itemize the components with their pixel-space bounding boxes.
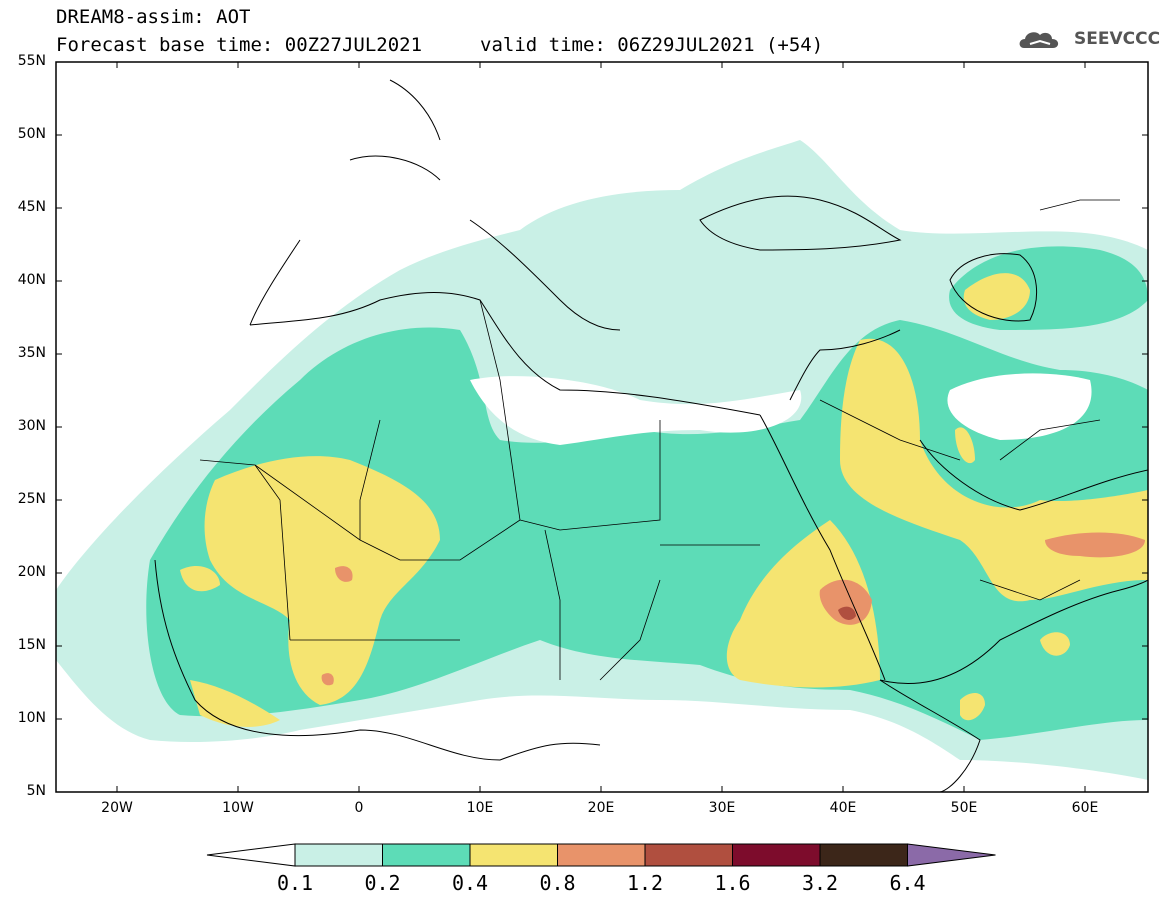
aot-shade-0.8-eritrea [819,579,872,625]
lat-label: 35N [17,345,46,361]
map-title: DREAM8-assim: AOT [56,6,251,28]
colorbar-segment [382,843,471,867]
axis-ticks [56,62,1148,792]
lon-label: 10W [222,800,254,816]
logo-text: SEEVCCC [1074,29,1161,49]
lat-label: 45N [17,199,46,215]
aot-clean-arabian [947,373,1092,440]
lon-label: 0 [354,800,364,816]
aot-shade-0.8-yemen [1045,532,1145,558]
lat-label: 40N [17,272,46,288]
valid-time: valid time: 06Z29JUL2021 (+54) [480,34,824,56]
colorbar-segment [819,843,908,867]
lat-label: 30N [17,418,46,434]
lon-label: 10E [466,800,494,816]
lat-label: 20N [17,564,46,580]
aot-shade-0.8-niger [335,566,353,582]
aot-colorbar [206,843,996,867]
aot-shade-0.4-caspian [963,273,1030,320]
coastlines [154,79,1148,792]
aot-shade-0.4-mauritania [180,565,220,592]
colorbar-label: 6.4 [889,871,926,895]
lon-label: 60E [1071,800,1099,816]
lat-label: 25N [17,491,46,507]
colorbar-label: 0.1 [276,871,314,895]
lon-label: 30E [708,800,736,816]
colorbar-segment [644,843,733,867]
lon-label: 50E [950,800,978,816]
colorbar-label: 0.8 [539,871,576,895]
aot-shade-0.4-sudan [726,520,880,688]
colorbar-segment [469,843,558,867]
lon-label: 40E [829,800,857,816]
colorbar-label: 0.4 [451,871,489,895]
aot-clean-libya [470,376,802,445]
lat-label: 15N [17,637,46,653]
colorbar-label: 3.2 [801,871,839,895]
aot-shade-0.4-sahara [204,456,440,705]
lat-label: 55N [17,53,46,69]
country-borders [199,199,1120,681]
lat-label: 10N [17,710,46,726]
aot-shade-0.4-kuwait [955,427,975,464]
colorbar-high-arrow [907,843,996,867]
lon-label: 20W [101,800,133,816]
aot-shade-0.4-arabsea [1040,632,1070,656]
colorbar-label: 0.2 [364,871,401,895]
lon-label: 20E [587,800,615,816]
colorbar-label: 1.6 [714,871,751,895]
colorbar-low-arrow [206,843,296,867]
aot-shade-0.8-burkina [321,673,334,686]
lat-label: 50N [17,126,46,142]
lat-label: 5N [26,783,46,799]
aot-shade-0.4-somalia [960,693,985,721]
colorbar-segment [294,843,383,867]
colorbar-label: 1.2 [626,871,664,895]
seevccc-logo [1019,32,1059,48]
forecast-base-time: Forecast base time: 00Z27JUL2021 [56,34,423,56]
colorbar-segment [557,843,646,867]
aot-shade-1.2-eritrea [838,606,856,620]
colorbar-segment [732,843,821,867]
